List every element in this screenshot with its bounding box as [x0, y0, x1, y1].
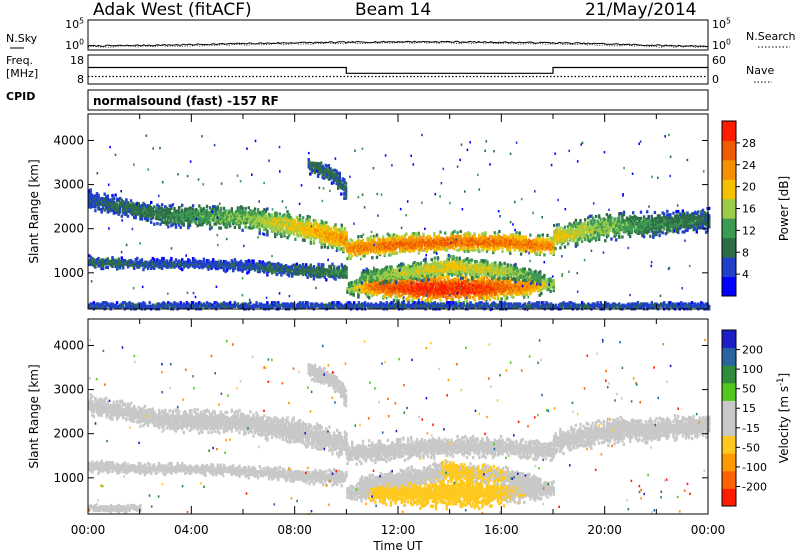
xtick-label-2: 08:00 [277, 523, 312, 537]
power-colorbar-label-3: 16 [742, 203, 756, 216]
velocity-heatmap-cells [88, 338, 711, 516]
velocity-colorbar-label-4: -15 [742, 422, 760, 435]
noise-panel-frame [87, 19, 709, 51]
xtick-label-5: 20:00 [587, 523, 622, 537]
power-colorbar [722, 121, 736, 297]
nsearch-label: N.Search [746, 30, 796, 43]
noise-sky-line [87, 40, 708, 48]
velocity-colorbar-title: Velocity [m s-1] [775, 373, 791, 463]
noise-tick-left-top: 105 [65, 17, 84, 31]
power-colorbar-title: Power [dB] [777, 176, 791, 241]
xtick-label-0: 00:00 [71, 523, 106, 537]
cpid-panel-frame [87, 89, 709, 111]
freq-line [88, 66, 708, 74]
xtick-label-4: 16:00 [484, 523, 519, 537]
velocity-ytick-label-1000: 1000 [53, 471, 84, 485]
velocity-colorbar [722, 330, 736, 507]
noise-tick-right-bottom: 100 [712, 38, 731, 52]
freq-tick-left-bottom: 8 [77, 73, 84, 86]
xtick-label-6: 00:00 [691, 523, 726, 537]
power-ytick-label-3000: 3000 [53, 178, 84, 192]
nsky-label: N.Sky [6, 32, 38, 45]
power-ytick-label-4000: 4000 [53, 133, 84, 147]
power-colorbar-label-5: 8 [742, 246, 749, 259]
velocity-colorbar-label-6: -100 [742, 461, 767, 474]
velocity-colorbar-label-3: 15 [742, 402, 756, 415]
velocity-ytick-label-3000: 3000 [53, 383, 84, 397]
velocity-colorbar-label-7: -200 [742, 480, 767, 493]
xtick-label-1: 04:00 [174, 523, 209, 537]
freq-label-line2: [MHz] [6, 67, 38, 80]
power-colorbar-label-2: 20 [742, 181, 756, 194]
power-colorbar-label-4: 12 [742, 224, 756, 237]
power-colorbar-label-0: 28 [742, 137, 756, 150]
cpid-label: CPID [6, 90, 35, 103]
power-heatmap-cells [88, 133, 711, 312]
station-title: Adak West (fitACF) [93, 0, 252, 20]
freq-tick-right-bottom: 0 [712, 73, 719, 86]
freq-tick-right-top: 60 [712, 54, 726, 67]
power-ytick-label-2000: 2000 [53, 222, 84, 236]
nave-label: Nave [746, 64, 774, 77]
velocity-colorbar-frame [721, 329, 737, 507]
noise-tick-right-top: 105 [712, 17, 731, 31]
velocity-colorbar-label-0: 200 [742, 344, 763, 357]
cpid-text: normalsound (fast) -157 RF [93, 94, 279, 108]
xtick-label-3: 12:00 [381, 523, 416, 537]
noise-tick-left-bottom: 100 [65, 38, 84, 52]
velocity-colorbar-label-1: 100 [742, 363, 763, 376]
power-ytick-label-1000: 1000 [53, 266, 84, 280]
date-title: 21/May/2014 [585, 0, 697, 20]
power-colorbar-label-1: 24 [742, 159, 756, 172]
beam-title: Beam 14 [355, 0, 432, 20]
velocity-ylabel: Slant Range [km] [27, 364, 41, 468]
freq-tick-left-top: 18 [70, 54, 84, 67]
freq-label-line1: Freq. [6, 54, 33, 67]
velocity-ytick-label-2000: 2000 [53, 427, 84, 441]
freq-panel-frame [87, 54, 709, 85]
velocity-ytick-label-4000: 4000 [53, 338, 84, 352]
noise-search-line [87, 41, 709, 48]
velocity-colorbar-label-5: -50 [742, 441, 760, 454]
xaxis-label: Time UT [372, 539, 423, 553]
velocity-colorbar-label-2: 50 [742, 383, 756, 396]
power-colorbar-label-6: 4 [742, 268, 749, 281]
power-ylabel: Slant Range [km] [27, 159, 41, 263]
